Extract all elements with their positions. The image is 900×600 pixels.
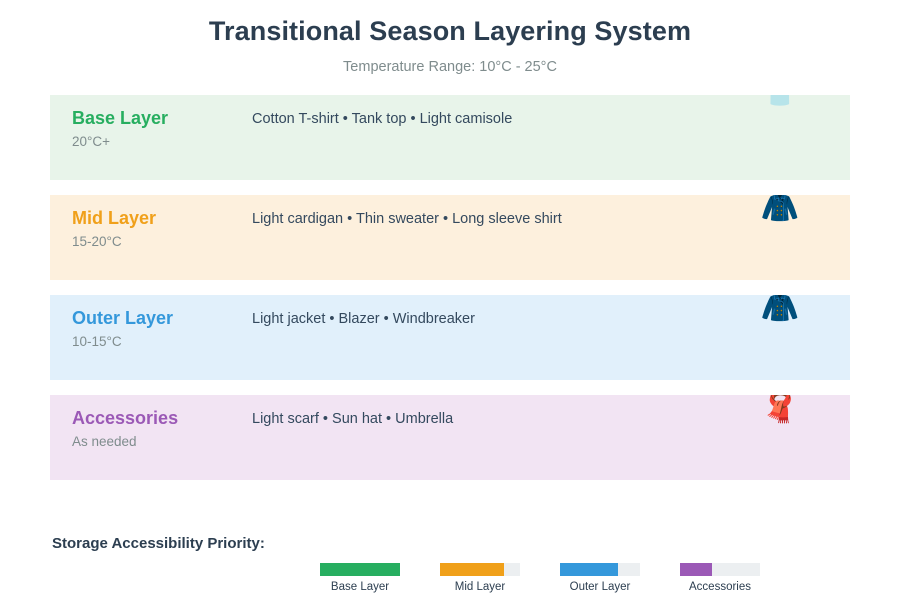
layer-row[interactable]: Outer Layer 10-15°C Light jacket • Blaze… [50, 295, 850, 380]
priority-bar-fill [440, 563, 504, 576]
layer-items: Cotton T-shirt • Tank top • Light camiso… [252, 111, 513, 127]
priority-bar-group: Base Layer Mid Layer Outer Layer Accesso… [300, 563, 860, 595]
priority-bar-label: Accessories [689, 581, 751, 593]
priority-bar-label: Mid Layer [454, 581, 506, 593]
priority-bar-label: Outer Layer [569, 581, 631, 593]
layer-name: Mid Layer [72, 208, 157, 228]
priority-bar-track [440, 563, 520, 576]
storage-priority-section: Storage Accessibility Priority: Base Lay… [52, 533, 848, 593]
priority-bar-track [560, 563, 640, 576]
layer-items: Light jacket • Blazer • Windbreaker [252, 311, 475, 327]
layer-temperature: 20°C+ [72, 134, 111, 149]
layer-items: Light cardigan • Thin sweater • Long sle… [252, 211, 562, 227]
page-subtitle: Temperature Range: 10°C - 25°C [343, 59, 557, 75]
priority-bar-item: Base Layer [300, 563, 420, 595]
page-title: Transitional Season Layering System [208, 16, 692, 46]
scarf-icon: 🧣 [760, 395, 800, 424]
priority-bar-fill [560, 563, 618, 576]
layer-row[interactable]: Base Layer 20°C+ Cotton T-shirt • Tank t… [50, 95, 850, 180]
priority-bar-track [320, 563, 400, 576]
page-header: Transitional Season Layering System Temp… [0, 0, 900, 77]
priority-bar-fill [320, 563, 400, 576]
priority-bar-track [680, 563, 760, 576]
priority-bar-fill [680, 563, 712, 576]
layer-temperature: 15-20°C [72, 234, 122, 249]
layer-items: Light scarf • Sun hat • Umbrella [252, 411, 454, 427]
layer-name: Accessories [72, 408, 179, 428]
tshirt-icon: 👕 [760, 95, 800, 111]
layer-row[interactable]: Mid Layer 15-20°C Light cardigan • Thin … [50, 195, 850, 280]
layer-temperature: As needed [72, 434, 137, 449]
priority-bar-item: Outer Layer [540, 563, 660, 595]
layer-name: Outer Layer [72, 308, 174, 328]
layer-temperature: 10-15°C [72, 334, 122, 349]
coat-icon: 🧥 [760, 195, 800, 224]
layer-name: Base Layer [72, 108, 169, 128]
layer-list: Base Layer 20°C+ Cotton T-shirt • Tank t… [50, 95, 850, 495]
priority-bar-item: Accessories [660, 563, 780, 595]
jacket-icon: 🧥 [760, 295, 800, 324]
priority-bar-label: Base Layer [330, 581, 390, 593]
storage-priority-title: Storage Accessibility Priority: [52, 535, 265, 552]
priority-bar-item: Mid Layer [420, 563, 540, 595]
layer-row[interactable]: Accessories As needed Light scarf • Sun … [50, 395, 850, 480]
